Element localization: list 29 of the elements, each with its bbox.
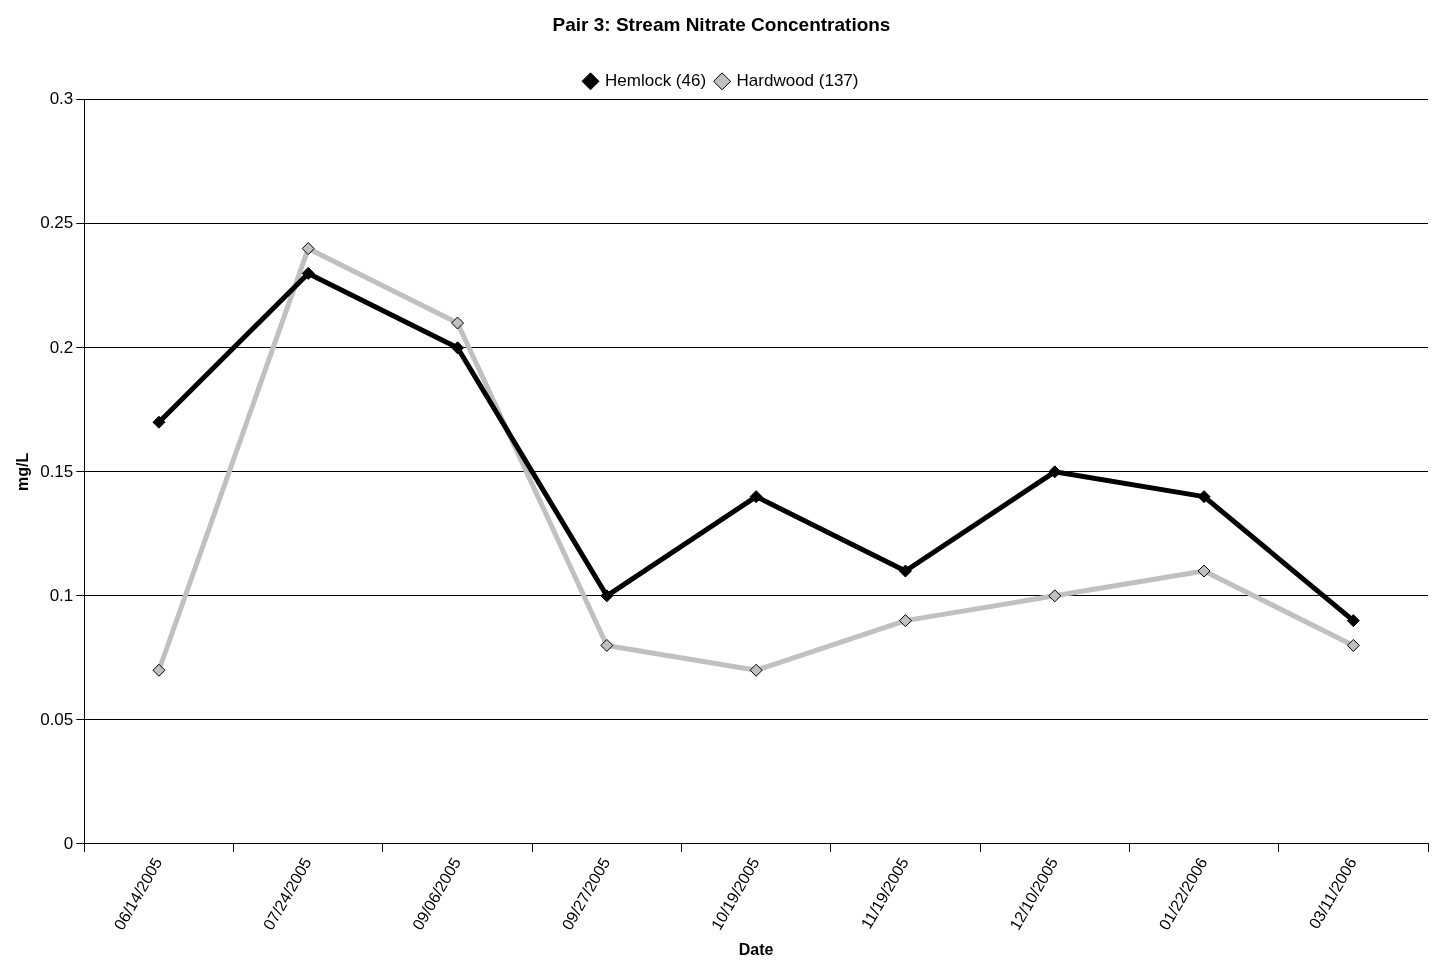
point [152, 663, 166, 677]
y-tick-label: 0 [63, 833, 74, 853]
chart-title: Pair 3: Stream Nitrate Concentrations [552, 13, 891, 35]
point [301, 242, 315, 256]
point [152, 415, 166, 429]
point [451, 341, 465, 355]
x-axis-title: Date [738, 940, 774, 958]
y-tick-label: 0.3 [49, 89, 74, 109]
point [301, 266, 315, 280]
point [1346, 638, 1360, 652]
point [898, 614, 912, 628]
point [1197, 564, 1211, 578]
legend-label: Hardwood (137) [736, 70, 859, 90]
point [1346, 614, 1360, 628]
point [451, 316, 465, 330]
point [600, 589, 614, 603]
y-tick-label: 0.05 [40, 709, 74, 729]
y-tick-label: 0.2 [49, 337, 74, 357]
y-tick-label: 0.25 [40, 213, 74, 233]
point [1048, 589, 1062, 603]
y-axis-title: mg/L [14, 452, 32, 491]
point [600, 638, 614, 652]
point [898, 564, 912, 578]
legend-label: Hemlock (46) [605, 70, 707, 90]
point [749, 663, 763, 677]
y-tick-label: 0.15 [40, 461, 74, 481]
y-tick-label: 0.1 [49, 585, 74, 605]
point [749, 490, 763, 504]
point [1197, 490, 1211, 504]
